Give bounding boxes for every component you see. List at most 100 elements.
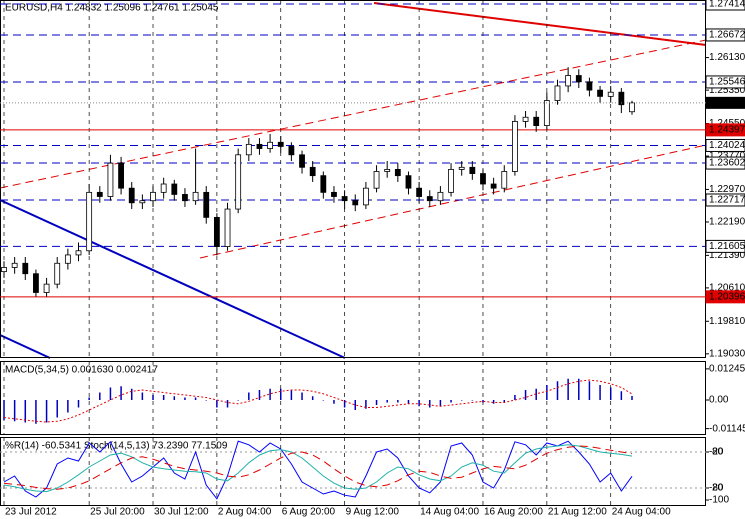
indicator-line [3,445,633,490]
macd-bar [216,400,218,408]
macd-bar [226,400,229,408]
y-tick-label: 80 [712,447,724,458]
y-tick-label: 0.01245 [709,364,745,375]
macd-bar [162,395,165,400]
macd-bar [609,387,612,400]
level-label-box [705,123,745,137]
indicator-line [3,440,633,500]
macd-bar [450,400,452,403]
y-tick-label: 1.25350 [709,85,745,96]
candle-body [586,81,593,91]
macd-bar [141,392,144,400]
level-label-box [705,239,745,253]
candle-body [320,175,327,193]
macd-bar [514,395,516,400]
candle-body [107,162,114,197]
x-tick-label: 23 Jul 2012 [5,507,57,518]
candle-body [22,262,29,275]
macd-bar [471,400,474,401]
macd-bar [194,397,197,400]
macd-bar [524,390,527,400]
candle-body [64,254,71,264]
candle-body [1,267,7,273]
candle-body [618,91,625,106]
macd-bar [354,400,357,410]
macd-bar [482,400,484,403]
macd-bar [205,400,207,401]
macd-bar [503,400,506,403]
candle-body [182,194,188,202]
macd-bar [184,397,186,400]
candle-body [203,191,210,218]
candle-body [469,166,476,174]
resistance-line [373,2,707,46]
x-tick-label: 6 Aug 20:00 [282,507,336,518]
chart-title: EURUSD,H4 1.24832 1.25096 1.24761 1.2504… [5,3,219,14]
y-tick-label: -0.01145 [709,423,745,434]
indicator-line [3,444,633,493]
candle-body [416,187,423,197]
level-label: 1.24397 [709,125,745,136]
y-tick-label: 1.19810 [709,316,745,327]
candle-body [288,146,295,156]
macd-bar [492,400,495,404]
candle-body [11,262,18,268]
macd-bar [631,395,633,400]
level-label: 1.27414 [709,0,745,10]
y2-tick-label: -100 [709,495,729,506]
macd-bar [365,400,367,409]
y-tick-label: 20 [712,483,724,494]
candle-body [267,141,274,149]
candle-body [213,216,220,247]
macd-bar [152,395,154,400]
y-tick-label: 1.19030 [709,348,745,359]
level-label-box [705,75,745,89]
macd-bar [237,400,239,401]
candle-body [235,154,242,210]
macd-bar [3,400,5,420]
candle-body [160,183,167,193]
macd-bar [620,391,623,400]
y-tick-label: 1.22970 [709,184,745,195]
macd-bar [301,392,303,400]
macd-bar [45,400,48,423]
macd-bar [269,388,271,400]
macd-bar [77,400,80,408]
candle-body [256,143,263,149]
candle-body [565,75,572,87]
y-tick-label: 1.23770 [709,151,745,162]
last-price-box [706,96,745,109]
y-tick-label: 0.00 [709,395,729,406]
macd-bar [13,400,16,422]
macd-bar [429,400,431,408]
candle-body [128,187,135,204]
level-label-box [705,156,745,170]
macd-bar [258,390,261,400]
level-label: 1.26672 [709,30,745,41]
last-price-label: 1.25045 [709,97,745,108]
candle-body [384,169,391,172]
candle-body [373,171,380,189]
macd-bar [35,400,37,424]
y-tick-label: 1.26130 [709,52,745,63]
x-tick-label: 16 Aug 20:00 [484,507,543,518]
candle-body [458,166,465,170]
candle-body [490,183,497,189]
panel-frames [0,0,706,506]
x-tick-label: 24 Aug 04:00 [612,507,671,518]
level-label-box [705,138,745,152]
macd-bar [290,390,293,400]
candle-body [96,191,103,197]
macd-bar [418,400,420,407]
candle-body [118,162,124,189]
macd-bar [588,381,591,400]
candle-body [597,89,603,97]
macd-bar [556,381,559,400]
macd-bar [322,400,325,401]
macd-bar [67,400,69,413]
macd-bar [120,386,122,400]
stoch-frame [0,437,706,506]
macd-signal [3,379,633,423]
macd-bar [109,387,112,400]
